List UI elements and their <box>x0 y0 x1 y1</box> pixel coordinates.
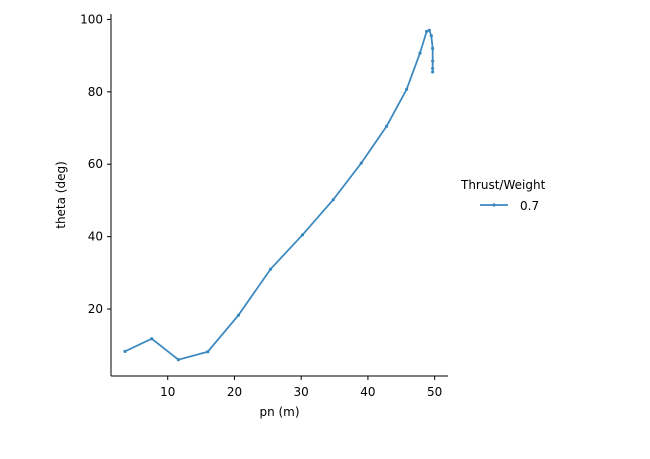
data-point <box>427 28 431 32</box>
x-tick-label: 10 <box>160 385 175 399</box>
data-point <box>206 350 210 354</box>
data-point <box>359 161 363 165</box>
data-point <box>418 51 422 55</box>
y-tick-label: 40 <box>88 230 103 244</box>
data-point <box>176 358 180 362</box>
data-point <box>429 34 433 38</box>
data-point <box>331 198 335 202</box>
data-point <box>123 349 127 353</box>
y-ticks: 20 40 60 80 100 <box>80 12 111 316</box>
data-point <box>300 233 305 237</box>
data-point <box>150 337 154 341</box>
y-tick-label: 80 <box>88 85 103 99</box>
x-tick-label: 50 <box>427 385 442 399</box>
x-tick-label: 20 <box>227 385 242 399</box>
data-point <box>431 66 435 70</box>
y-tick-label: 100 <box>80 12 103 26</box>
plot-area <box>123 28 435 362</box>
y-tick-label: 20 <box>88 302 103 316</box>
x-tick-label: 40 <box>360 385 375 399</box>
data-point <box>431 70 435 74</box>
series-line <box>124 29 434 361</box>
x-ticks: 10 20 30 40 50 <box>160 376 442 399</box>
legend-entry-label: 0.7 <box>520 199 539 213</box>
data-point <box>431 59 435 63</box>
data-point <box>268 267 273 271</box>
legend-title: Thrust/Weight <box>460 178 546 192</box>
data-point <box>425 29 429 33</box>
data-point <box>236 313 241 317</box>
data-point <box>405 87 409 91</box>
data-point <box>431 46 435 50</box>
data-point <box>385 124 389 128</box>
x-tick-label: 30 <box>294 385 309 399</box>
legend: Thrust/Weight 0.7 <box>460 178 546 213</box>
legend-swatch-marker <box>492 203 496 207</box>
y-tick-label: 60 <box>88 157 103 171</box>
y-axis-label: theta (deg) <box>54 161 68 229</box>
axes <box>110 14 448 377</box>
x-axis-label: pn (m) <box>259 405 299 419</box>
